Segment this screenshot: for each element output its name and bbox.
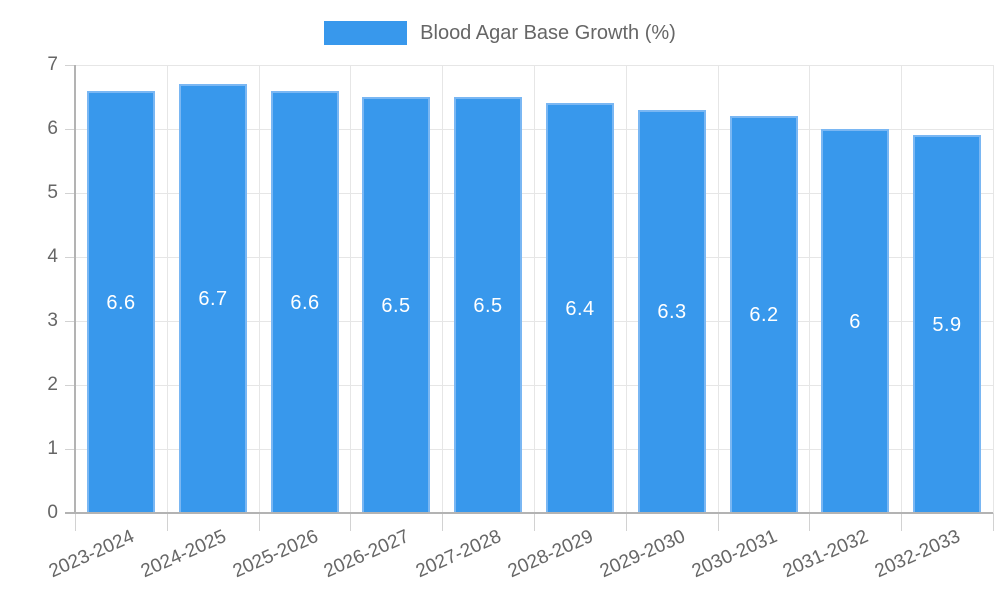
x-tick-mark: [809, 513, 810, 531]
x-tick-mark: [718, 513, 719, 531]
x-tick-label: 2026-2027: [320, 526, 413, 583]
y-axis-line: [74, 65, 76, 513]
x-tick-mark: [534, 513, 535, 531]
bar[interactable]: 6.5: [454, 97, 522, 513]
x-tick-label: 2024-2025: [137, 526, 230, 583]
x-tick-mark: [901, 513, 902, 531]
y-tick-label: 3: [47, 310, 58, 331]
x-tick-label: 2023-2024: [45, 526, 138, 583]
v-gridline: [350, 65, 351, 513]
bar-value-label: 6.6: [290, 291, 320, 314]
y-tick-mark: [65, 257, 75, 258]
v-gridline: [993, 65, 994, 513]
bar[interactable]: 6.3: [638, 110, 706, 513]
x-tick-label: 2030-2031: [688, 526, 781, 583]
bar[interactable]: 6.6: [271, 91, 339, 513]
bar-value-label: 6.4: [565, 297, 595, 320]
x-tick-label: 2029-2030: [596, 526, 689, 583]
v-gridline: [718, 65, 719, 513]
bar[interactable]: 6: [821, 129, 889, 513]
x-tick-label: 2025-2026: [229, 526, 322, 583]
y-tick-label: 5: [47, 182, 58, 203]
y-tick-label: 2: [47, 374, 58, 395]
v-gridline: [167, 65, 168, 513]
x-tick-mark: [75, 513, 76, 531]
x-tick-label: 2032-2033: [871, 526, 964, 583]
y-tick-label: 0: [47, 502, 58, 523]
y-tick-label: 4: [47, 246, 58, 267]
y-tick-label: 7: [47, 54, 58, 75]
x-tick-label: 2028-2029: [504, 526, 597, 583]
bar[interactable]: 6.2: [730, 116, 798, 513]
bar[interactable]: 6.6: [87, 91, 155, 513]
x-tick-mark: [167, 513, 168, 531]
v-gridline: [442, 65, 443, 513]
v-gridline: [259, 65, 260, 513]
x-tick-mark: [993, 513, 994, 531]
x-tick-label: 2027-2028: [412, 526, 505, 583]
bar-value-label: 6.5: [473, 294, 503, 317]
v-gridline: [626, 65, 627, 513]
y-tick-mark: [65, 129, 75, 130]
x-tick-mark: [350, 513, 351, 531]
legend-label: Blood Agar Base Growth (%): [420, 22, 676, 44]
y-tick-label: 6: [47, 118, 58, 139]
v-gridline: [809, 65, 810, 513]
y-tick-label: 1: [47, 438, 58, 459]
legend-item[interactable]: Blood Agar Base Growth (%): [0, 21, 1000, 45]
v-gridline: [901, 65, 902, 513]
bar-value-label: 6.5: [381, 294, 411, 317]
bar-value-label: 6.7: [198, 288, 228, 310]
bar[interactable]: 6.7: [179, 84, 247, 513]
bar[interactable]: 5.9: [913, 135, 981, 513]
bar-value-label: 6.2: [749, 304, 779, 326]
y-tick-mark: [65, 449, 75, 450]
bar-value-label: 6.3: [657, 301, 687, 323]
y-tick-mark: [65, 385, 75, 386]
bar[interactable]: 6.5: [362, 97, 430, 513]
x-tick-mark: [259, 513, 260, 531]
v-gridline: [534, 65, 535, 513]
bar-value-label: 6.6: [106, 291, 136, 314]
legend-swatch-icon: [324, 21, 408, 45]
bar-value-label: 5.9: [932, 313, 962, 336]
x-axis-line: [65, 512, 993, 514]
bar[interactable]: 6.4: [546, 103, 614, 513]
x-tick-mark: [442, 513, 443, 531]
y-tick-mark: [65, 65, 75, 66]
y-tick-mark: [65, 321, 75, 322]
y-tick-mark: [65, 193, 75, 194]
x-tick-label: 2031-2032: [779, 526, 872, 583]
bar-value-label: 6: [849, 310, 861, 333]
x-tick-mark: [626, 513, 627, 531]
